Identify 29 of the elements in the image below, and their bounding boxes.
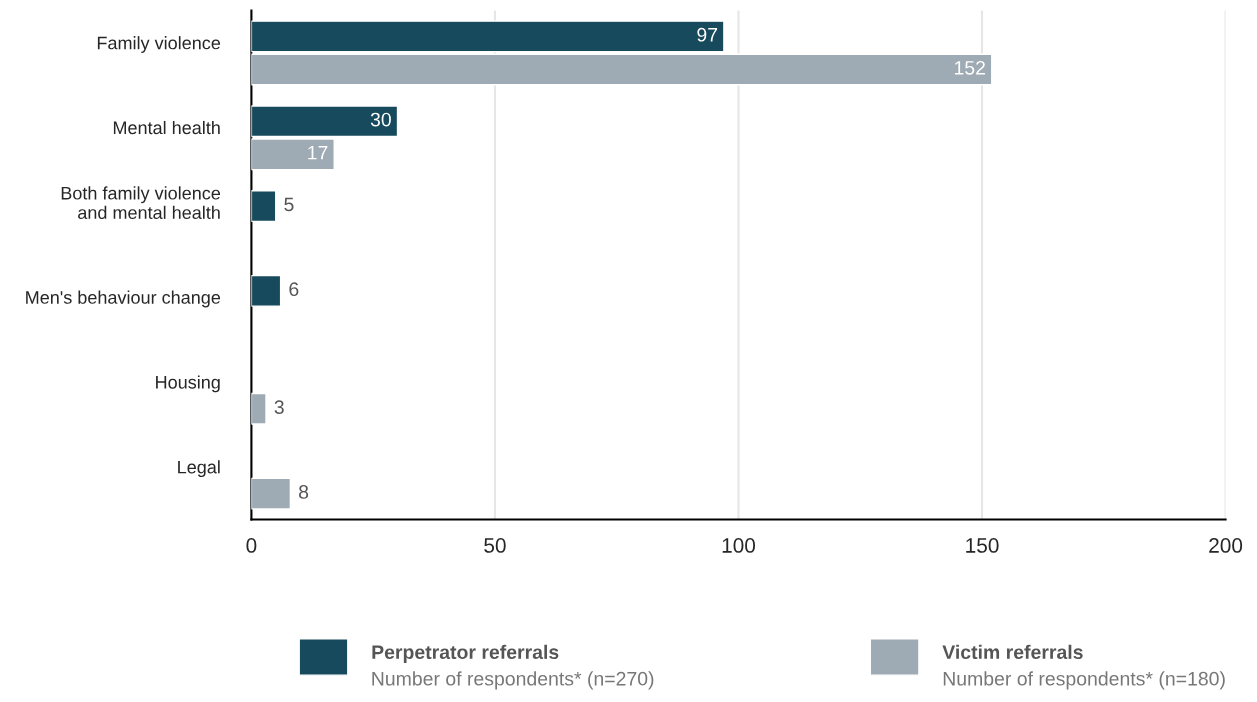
data-label: 3 — [274, 400, 284, 414]
legend-label: Perpetrator referrals — [372, 644, 559, 663]
x-tick-label: 150 — [966, 538, 999, 553]
text: Number of respondents* (n=180) — [943, 671, 1225, 690]
x-tick-label: 0 — [246, 538, 257, 553]
y-tick-label: Legal — [178, 460, 220, 478]
data-label: 17 — [308, 145, 328, 160]
data-label: 152 — [954, 60, 985, 75]
data-label: 30 — [370, 112, 391, 127]
data-label: 97 — [697, 27, 718, 42]
x-tick-label: 100 — [722, 538, 756, 553]
bar — [251, 190, 277, 223]
data-label: 8 — [299, 485, 309, 499]
y-tick-label: Housing — [156, 375, 220, 393]
bar — [251, 477, 292, 510]
y-tick-label: Mental health — [113, 120, 220, 135]
data-label: 6 — [289, 282, 299, 297]
y-tick-label: Men's behaviour change — [26, 290, 221, 308]
legend-label: Victim referrals — [942, 644, 1083, 660]
bar — [251, 20, 725, 53]
bar — [251, 274, 282, 307]
x-tick-label: 50 — [484, 538, 506, 553]
x-tick-label: 200 — [1209, 538, 1243, 553]
y-tick-label: Both family violence and mental health — [61, 186, 221, 220]
text: Number of respondents* (n=270) — [372, 671, 654, 690]
bar — [251, 53, 993, 86]
data-label: 5 — [284, 197, 294, 212]
bar — [251, 392, 267, 425]
y-tick-label: Family violence — [97, 36, 221, 53]
